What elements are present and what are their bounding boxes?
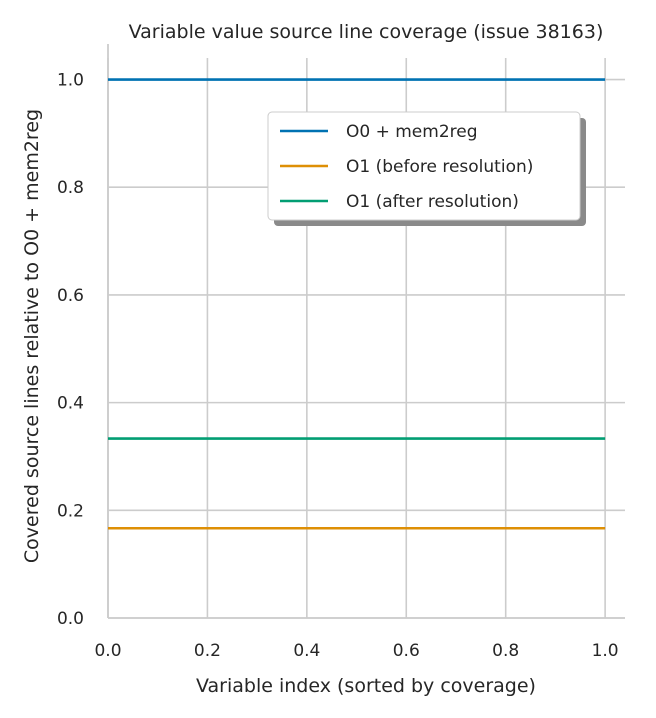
legend-label: O0 + mem2reg: [346, 122, 478, 142]
x-tick-label: 0.6: [393, 641, 420, 661]
y-tick-label: 0.0: [57, 609, 84, 629]
series-lines: [108, 78, 606, 530]
y-tick-label: 0.4: [57, 394, 84, 414]
legend: O0 + mem2reg O1 (before resolution) O1 (af…: [267, 111, 586, 226]
legend-label: O1 (after resolution): [346, 192, 519, 212]
x-tick-label: 0.4: [293, 641, 320, 661]
y-tick-label: 0.6: [57, 286, 84, 306]
legend-box: [267, 111, 581, 221]
y-tick-label: 0.8: [57, 178, 84, 198]
x-tick-label: 0.8: [492, 641, 519, 661]
axes: [107, 44, 625, 619]
tick-labels: 0.0 0.2 0.4 0.6 0.8 1.0 0.0 0.2 0.4 0.6 0.8 1.0: [57, 71, 619, 661]
x-axis-title: Variable index (sorted by coverage): [196, 675, 536, 697]
x-tick-label: 0.2: [194, 641, 221, 661]
y-tick-label: 1.0: [57, 71, 84, 91]
y-tick-label: 0.2: [57, 501, 84, 521]
legend-label: O1 (before resolution): [346, 157, 533, 177]
chart-title: Variable value source line coverage (iss…: [129, 21, 604, 43]
y-axis-title: Covered source lines relative to O0 + me…: [21, 109, 43, 563]
x-tick-label: 1.0: [592, 641, 619, 661]
x-tick-label: 0.0: [94, 641, 121, 661]
